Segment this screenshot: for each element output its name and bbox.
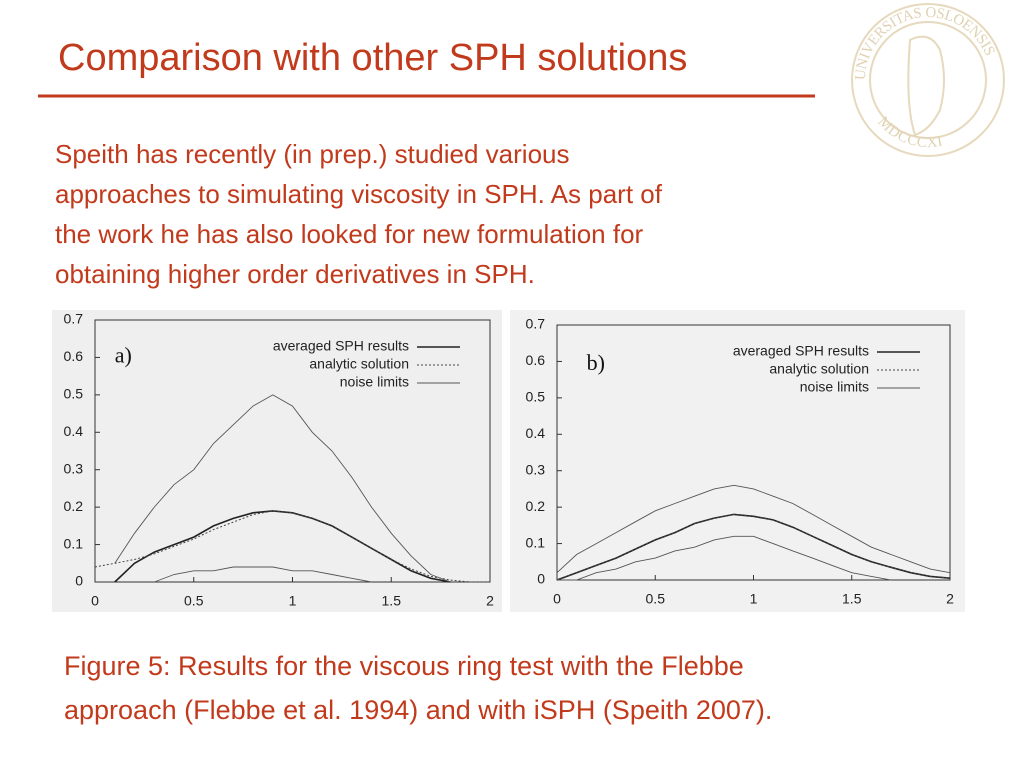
y-tick-label: 0.6: [64, 348, 84, 364]
y-tick-label: 0.5: [526, 389, 546, 405]
x-tick-label: 2: [946, 591, 954, 607]
legend-label: averaged SPH results: [273, 338, 409, 354]
x-tick-label: 1.5: [842, 591, 862, 607]
x-tick-label: 0.5: [184, 593, 204, 609]
chart: 0 0.1 0.2 0.3 0.4 0.5 0.6 0.7 0 0.5 1 1.5 2 b) average…: [526, 316, 955, 607]
caption-line: approach (Flebbe et al. 1994) and with i…: [64, 695, 772, 725]
x-tick-label: 0.5: [646, 591, 666, 607]
x-tick-label: 1.5: [382, 593, 402, 609]
y-tick-label: 0.5: [64, 386, 84, 402]
y-tick-label: 0.1: [526, 534, 546, 550]
x-tick-label: 1: [750, 591, 758, 607]
series-line: [556, 484, 951, 574]
body-line: obtaining higher order derivatives in SP…: [55, 259, 535, 289]
x-tick-label: 0: [553, 591, 561, 607]
y-tick-label: 0.7: [64, 311, 84, 327]
legend-label: noise limits: [800, 379, 869, 395]
body-line: approaches to simulating viscosity in SP…: [55, 179, 663, 209]
x-tick-label: 1: [289, 593, 297, 609]
slide-title: Comparison with other SPH solutions: [58, 37, 687, 79]
figure-b-bg: [510, 310, 965, 612]
y-tick-label: 0.7: [526, 316, 546, 332]
y-tick-label: 0.1: [64, 535, 84, 551]
body-line: the work he has also looked for new form…: [55, 219, 644, 249]
y-tick-label: 0: [75, 573, 83, 589]
panel-label: b): [587, 350, 605, 375]
legend-label: analytic solution: [309, 356, 409, 372]
legend-label: analytic solution: [769, 361, 869, 377]
y-tick-label: 0.4: [64, 423, 84, 439]
seal-top: UNIVERSITAS OSLOENSIS: [853, 5, 997, 80]
y-tick-label: 0.2: [526, 498, 546, 514]
series-line: [557, 535, 892, 581]
series-line: [114, 394, 451, 583]
y-tick-label: 0.3: [64, 460, 84, 476]
seal-text: UNIVERSITAS OSLOENSIS: [853, 5, 997, 80]
legend-label: noise limits: [340, 374, 409, 390]
y-tick-label: 0.4: [526, 425, 546, 441]
x-tick-label: 2: [486, 593, 494, 609]
series-line: [94, 510, 490, 583]
figure-a-bg: [52, 310, 502, 612]
y-tick-label: 0.6: [526, 352, 546, 368]
y-tick-label: 0.2: [64, 498, 84, 514]
caption-line: Figure 5: Results for the viscous ring t…: [64, 651, 744, 681]
body-line: Speith has recently (in prep.) studied v…: [55, 139, 570, 169]
chart: 0 0.1 0.2 0.3 0.4 0.5 0.6 0.7 0 0.5 1 1.5 2 a) average…: [64, 311, 495, 609]
seal: UNIVERSITAS OSLOENSIS MDCCCXI: [851, 3, 1005, 157]
y-tick-label: 0.3: [526, 461, 546, 477]
legend-label: averaged SPH results: [733, 343, 869, 359]
series-line: [556, 513, 951, 581]
panel-label: a): [115, 342, 132, 367]
series-line: [154, 566, 372, 583]
y-tick-label: 0: [537, 571, 545, 587]
x-tick-label: 0: [91, 593, 99, 609]
